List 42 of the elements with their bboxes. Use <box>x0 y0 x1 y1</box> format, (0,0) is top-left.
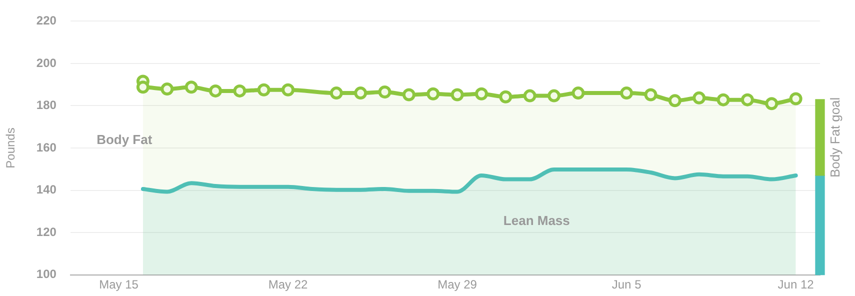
point <box>354 86 368 100</box>
point <box>644 88 658 102</box>
point <box>548 89 561 102</box>
point <box>184 80 198 94</box>
y-tick-label: 180 <box>36 98 57 112</box>
y-tick-label: 220 <box>36 14 57 28</box>
point <box>136 80 150 94</box>
point <box>523 89 536 102</box>
point <box>789 92 802 106</box>
series-label: Body Fat <box>96 132 153 147</box>
point <box>668 94 682 108</box>
y-tick-label: 120 <box>36 224 57 239</box>
point <box>160 82 174 96</box>
point <box>209 84 222 98</box>
y-tick-label: 140 <box>36 182 57 197</box>
point <box>692 91 706 104</box>
x-tick-label: Jun 12 <box>778 277 814 292</box>
point <box>233 84 246 98</box>
y-tick-label: 100 <box>36 267 57 282</box>
point <box>620 86 634 100</box>
y-tick-label: 200 <box>36 56 57 70</box>
x-tick-label: Jun 5 <box>612 277 642 292</box>
point <box>716 93 730 106</box>
text: Body Fat goal <box>828 97 843 178</box>
point <box>499 90 512 104</box>
point <box>765 97 778 110</box>
y-axis-title: Pounds <box>4 128 18 168</box>
x-tick-label: May 22 <box>268 277 308 292</box>
point <box>426 87 440 100</box>
point <box>378 85 392 98</box>
x-tick-label: May 15 <box>99 277 139 292</box>
point <box>450 88 464 102</box>
point <box>330 86 343 100</box>
point <box>402 88 416 102</box>
point <box>740 93 754 106</box>
point <box>257 83 270 96</box>
series-label: Lean Mass <box>503 213 570 228</box>
y-tick-label: 160 <box>36 140 57 154</box>
point <box>572 86 585 100</box>
x-tick-label: May 29 <box>438 277 478 292</box>
point <box>282 83 295 96</box>
point <box>474 87 488 100</box>
